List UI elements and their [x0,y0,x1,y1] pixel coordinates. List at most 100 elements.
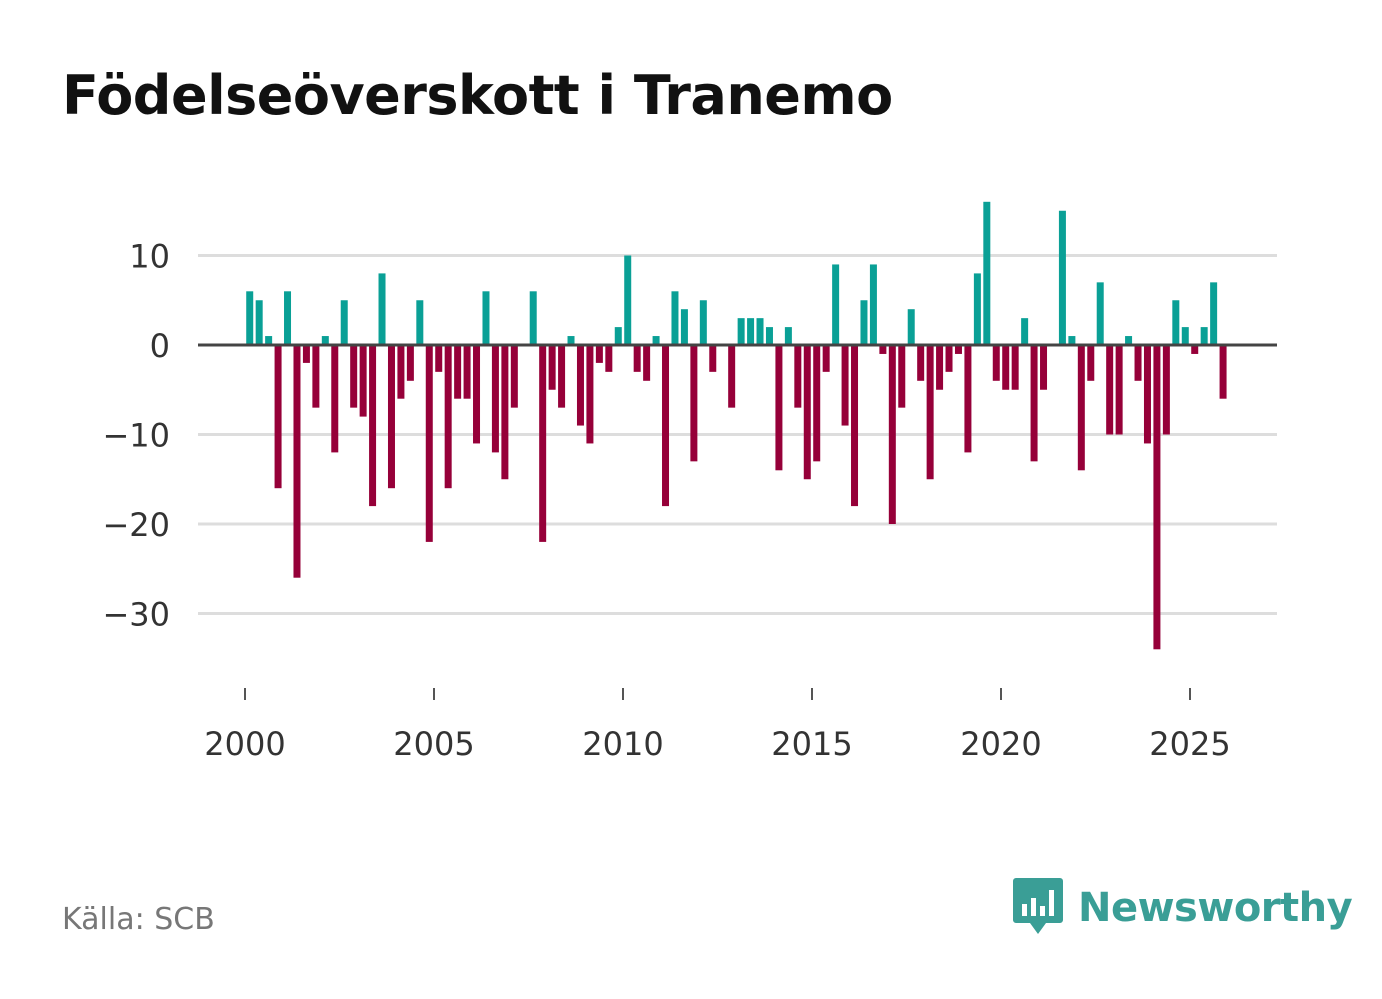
bar [1011,345,1019,390]
bar [444,345,452,489]
bar [567,336,575,345]
bar [501,345,509,480]
bar [463,345,471,399]
bar [860,300,868,345]
bar [936,345,944,390]
bar [539,345,547,542]
bars [246,201,1227,650]
bar [992,345,1000,381]
bar [1181,327,1189,345]
bar [359,345,367,417]
bar [832,264,840,345]
bar [1143,345,1151,444]
bar [406,345,414,381]
x-tick-label: 2010 [582,725,663,763]
brand: Newsworthy [1012,876,1353,940]
y-tick-label: −10 [102,417,170,455]
bar [945,345,953,372]
bar [879,345,887,354]
bar [680,309,688,345]
chart-title: Födelseöverskott i Tranemo [62,64,893,127]
bar [1077,345,1085,471]
bar [803,345,811,480]
source-label: Källa: SCB [62,902,215,937]
bar [302,345,310,363]
y-tick-label: −30 [102,596,170,634]
bar [331,345,339,453]
chart-area: 10 0 −10 −20 −30 2000 2005 2010 2015 2020 2025 [102,201,1277,763]
bar [1068,336,1076,345]
bar [1106,345,1114,435]
bar [1096,282,1104,345]
bar [255,300,263,345]
bar [794,345,802,408]
bar [529,291,537,345]
bar [1172,300,1180,345]
bar [340,300,348,345]
bar [643,345,651,381]
bar [888,345,896,524]
bar [454,345,462,399]
bar [1087,345,1095,381]
bar [378,273,386,345]
bar [926,345,934,480]
bar [699,300,707,345]
bar [671,291,679,345]
bar [387,345,395,489]
bar [1030,345,1038,462]
y-axis: 10 0 −10 −20 −30 [102,238,170,634]
bar [690,345,698,462]
x-tick-label: 2000 [204,725,285,763]
bar [558,345,566,408]
x-tick-label: 2005 [393,725,474,763]
bar [869,264,877,345]
bar [765,327,773,345]
bar [482,291,490,345]
bar [1210,282,1218,345]
bar [425,345,433,542]
bar [614,327,622,345]
bar [246,291,254,345]
bar [350,345,358,408]
bar [284,291,292,345]
bar [548,345,556,390]
bar [898,345,906,408]
bar [822,345,830,372]
bar [756,318,764,345]
bar [728,345,736,408]
bar [312,345,320,408]
bar [917,345,925,381]
bar [737,318,745,345]
bar [605,345,613,372]
bar [586,345,594,444]
bar [907,309,915,345]
bar [397,345,405,399]
bar [954,345,962,354]
bar [369,345,377,507]
bar [1115,345,1123,435]
bar [1002,345,1010,390]
bar [293,345,301,578]
bar [510,345,518,408]
bar [1125,336,1133,345]
x-tick-label: 2020 [960,725,1041,763]
bar [1058,210,1066,345]
bar [1219,345,1227,399]
bar [747,318,755,345]
bar [775,345,783,471]
y-tick-label: 0 [150,327,170,365]
bar [1153,345,1161,650]
bar [813,345,821,462]
bar [624,255,632,345]
bar [576,345,584,426]
bar [595,345,603,363]
bar [851,345,859,507]
newsworthy-logo-icon [1013,878,1063,934]
bar [964,345,972,453]
bar [1200,327,1208,345]
y-tick-label: 10 [129,238,170,276]
bar [321,336,329,345]
bar [1191,345,1199,354]
bar [784,327,792,345]
bar [1134,345,1142,381]
